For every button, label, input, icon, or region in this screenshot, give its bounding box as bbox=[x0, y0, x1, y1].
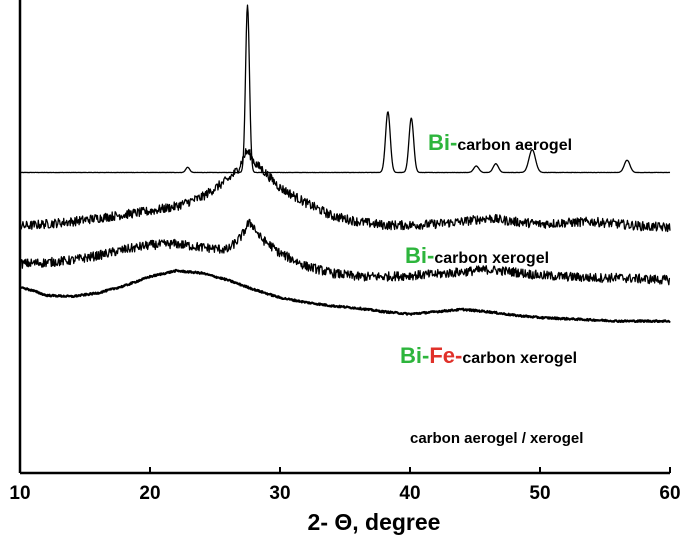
series-label-1: Bi-carbon aerogel bbox=[428, 130, 572, 155]
series-label-2: Bi-carbon xerogel bbox=[405, 243, 549, 268]
series-label-part: - bbox=[455, 343, 462, 368]
series-label-part: - bbox=[422, 343, 429, 368]
x-tick-label: 10 bbox=[9, 483, 30, 504]
x-ticks: 10 20 30 40 50 60 bbox=[9, 467, 681, 504]
series-label-part: Bi bbox=[405, 243, 427, 268]
x-tick-label: 60 bbox=[659, 483, 680, 504]
x-tick-label: 50 bbox=[529, 483, 550, 504]
series-label-part: Bi bbox=[428, 130, 450, 155]
x-tick-label: 30 bbox=[269, 483, 290, 504]
series-line-2 bbox=[19, 148, 671, 233]
plot-frame bbox=[18, 0, 670, 475]
series-line-4 bbox=[18, 268, 671, 324]
series-label-4: carbon aerogel / xerogel bbox=[410, 430, 583, 447]
series-label-part: Fe bbox=[429, 343, 455, 368]
series-label-part: Bi bbox=[400, 343, 422, 368]
x-axis-title: 2- Θ, degree bbox=[308, 509, 441, 535]
series-layer bbox=[18, 4, 671, 324]
series-label-part: carbon xerogel bbox=[462, 350, 577, 367]
series-label-part: carbon xerogel bbox=[434, 250, 549, 267]
series-label-3: Bi-Fe-carbon xerogel bbox=[400, 343, 577, 368]
series-label-part: - bbox=[450, 130, 457, 155]
series-line-3 bbox=[19, 218, 671, 286]
series-label-part: carbon aerogel bbox=[457, 137, 572, 154]
series-label-part: carbon aerogel / xerogel bbox=[410, 430, 583, 447]
series-label-part: - bbox=[427, 243, 434, 268]
x-tick-label: 40 bbox=[399, 483, 420, 504]
series-line-1 bbox=[19, 4, 671, 174]
x-tick-label: 20 bbox=[139, 483, 160, 504]
